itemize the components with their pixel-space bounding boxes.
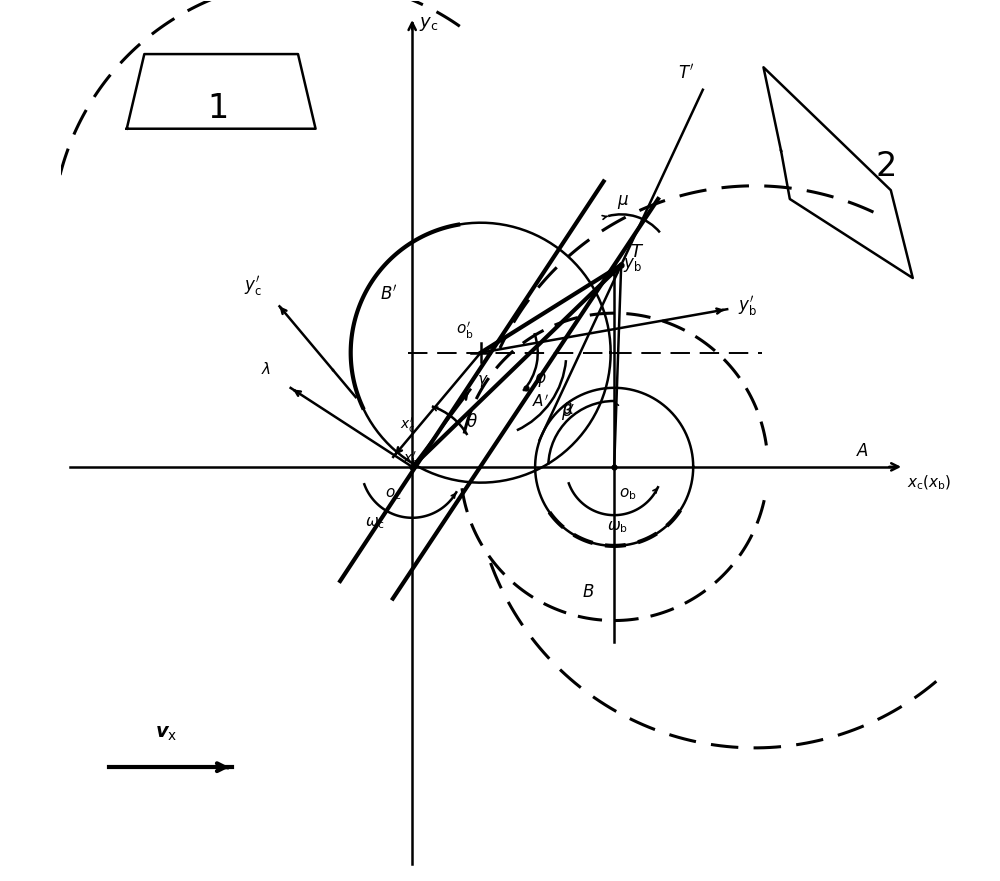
Text: $T'$: $T'$ [678, 63, 694, 83]
Text: $y_{\rm c}'$: $y_{\rm c}'$ [244, 273, 262, 298]
Text: $\theta$: $\theta$ [466, 413, 478, 432]
Text: $\gamma$: $\gamma$ [477, 373, 489, 389]
Text: $2$: $2$ [875, 150, 895, 183]
Text: $\beta$: $\beta$ [561, 400, 573, 422]
Text: $x_{\rm b}'$: $x_{\rm b}'$ [403, 450, 420, 469]
Text: $x_{\rm c}(x_{\rm b})$: $x_{\rm c}(x_{\rm b})$ [907, 474, 951, 492]
Text: $\varphi$: $\varphi$ [534, 372, 547, 389]
Text: $B'$: $B'$ [380, 285, 397, 304]
Text: $T$: $T$ [630, 243, 644, 262]
Text: $y_{\rm b}'$: $y_{\rm b}'$ [738, 293, 757, 318]
Text: $\omega_{\rm b}$: $\omega_{\rm b}$ [607, 519, 628, 535]
Text: $o_{\rm b}$: $o_{\rm b}$ [619, 486, 637, 502]
Text: $o_{\rm c}$: $o_{\rm c}$ [385, 486, 402, 502]
Text: $\boldsymbol{v}_{\rm x}$: $\boldsymbol{v}_{\rm x}$ [155, 723, 178, 743]
Text: $B$: $B$ [582, 583, 594, 601]
Text: $\omega_{\rm c}$: $\omega_{\rm c}$ [365, 515, 385, 531]
Text: $y_{\rm c}$: $y_{\rm c}$ [419, 16, 438, 33]
Text: $\mu$: $\mu$ [617, 193, 629, 211]
Text: $A'$: $A'$ [532, 393, 549, 410]
Text: $1$: $1$ [207, 92, 227, 125]
Text: $o_{\rm b}'$: $o_{\rm b}'$ [456, 320, 474, 341]
Text: $\lambda$: $\lambda$ [261, 361, 271, 377]
Text: $x_{\rm c}'$: $x_{\rm c}'$ [400, 416, 415, 435]
Text: $\alpha$: $\alpha$ [562, 400, 575, 418]
Text: $A$: $A$ [856, 441, 869, 460]
Text: $y_{\rm b}$: $y_{\rm b}$ [623, 256, 642, 274]
